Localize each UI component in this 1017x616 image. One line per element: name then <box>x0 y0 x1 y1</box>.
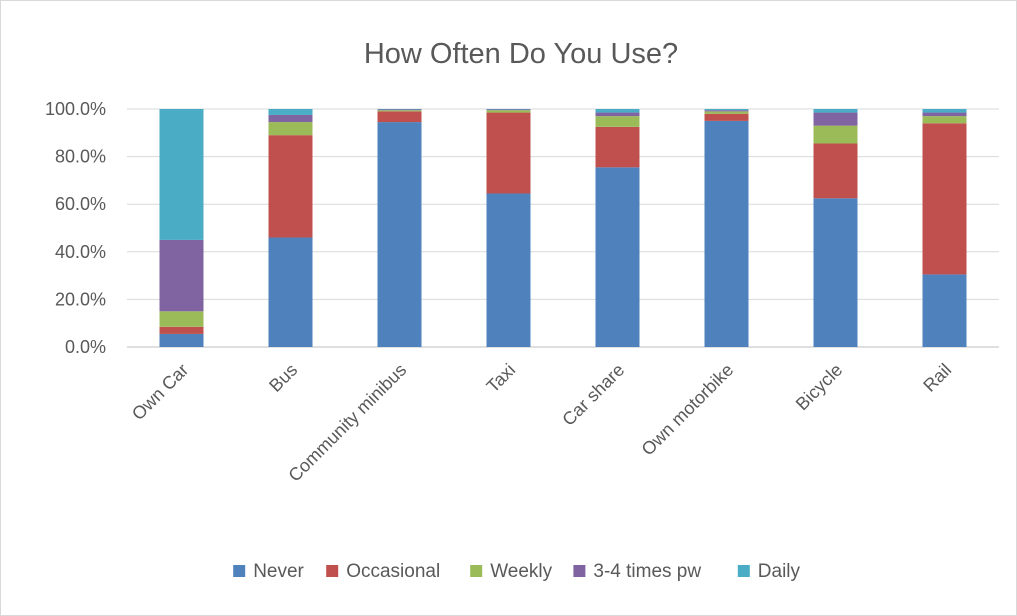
bar-segment-never <box>486 193 531 347</box>
legend-swatch <box>470 565 483 577</box>
legend-label: 3-4 times pw <box>593 561 701 582</box>
legend-label: Daily <box>758 561 801 582</box>
bar-segment-weekly <box>268 122 313 136</box>
x-category-label: Rail <box>919 360 955 396</box>
y-tick-label: 0.0% <box>65 337 106 357</box>
y-tick-label: 20.0% <box>55 289 106 309</box>
y-tick-label: 60.0% <box>55 194 106 214</box>
legend-label: Weekly <box>490 561 552 582</box>
bar-segment-3-4-times-pw <box>595 112 640 117</box>
y-axis-ticks: 0.0% 20.0% 40.0% 60.0% 80.0% 100.0% <box>45 99 106 357</box>
bar-segment-3-4-times-pw <box>268 114 313 123</box>
bar-segment-3-4-times-pw <box>486 109 531 111</box>
bar-segment-daily <box>159 109 204 240</box>
bar-segment-weekly <box>704 111 749 114</box>
bar-segment-3-4-times-pw <box>377 109 422 111</box>
bar-segment-3-4-times-pw <box>704 110 749 112</box>
bar-segment-occasional <box>268 135 313 238</box>
x-category-label: Own Car <box>128 360 192 424</box>
legend-label: Occasional <box>346 561 440 582</box>
bar-segment-weekly <box>813 125 858 144</box>
y-tick-label: 100.0% <box>45 99 106 119</box>
bar-segment-daily <box>922 109 967 113</box>
bar-segment-occasional <box>813 143 858 199</box>
bar-segment-3-4-times-pw <box>922 112 967 117</box>
bar-segment-occasional <box>486 112 531 194</box>
x-category-label: Taxi <box>483 360 520 397</box>
bar-segment-occasional <box>159 326 204 334</box>
legend-swatch <box>737 565 750 577</box>
bar-segment-never <box>922 274 967 347</box>
bar-segment-weekly <box>159 311 204 327</box>
bar-segment-occasional <box>595 126 640 168</box>
bar-segment-occasional <box>704 113 749 121</box>
bar-segment-weekly <box>486 110 531 113</box>
bar-segment-weekly <box>595 116 640 127</box>
legend: Never Occasional Weekly 3-4 times pw Daily <box>233 561 801 582</box>
bar-segment-daily <box>595 109 640 113</box>
bar-segment-daily <box>268 109 313 115</box>
bar-segment-weekly <box>377 110 422 112</box>
bar-segment-never <box>704 120 749 348</box>
x-category-label: Own motorbike <box>638 360 738 460</box>
bar-segment-never <box>159 333 204 347</box>
x-category-label: Car share <box>558 360 628 430</box>
bar-segment-daily <box>704 109 749 111</box>
legend-swatch <box>573 565 586 577</box>
bar-segment-never <box>595 167 640 347</box>
bars <box>159 109 967 348</box>
bar-segment-weekly <box>922 116 967 124</box>
legend-swatch <box>326 565 339 577</box>
x-category-label: Bus <box>265 360 301 396</box>
bar-segment-never <box>813 198 858 347</box>
bar-segment-never <box>377 122 422 347</box>
bar-segment-3-4-times-pw <box>159 239 204 312</box>
gridlines <box>127 108 999 348</box>
y-tick-label: 40.0% <box>55 242 106 262</box>
bar-segment-occasional <box>377 111 422 123</box>
y-tick-label: 80.0% <box>55 147 106 167</box>
bar-segment-occasional <box>922 123 967 275</box>
legend-swatch <box>233 565 246 577</box>
legend-label: Never <box>253 561 304 582</box>
bar-segment-never <box>268 237 313 347</box>
bar-segment-daily <box>813 109 858 113</box>
x-category-label: Bicycle <box>792 360 846 414</box>
x-category-label: Community minibus <box>284 360 410 486</box>
bar-segment-3-4-times-pw <box>813 112 858 126</box>
chart-title: How Often Do You Use? <box>364 38 678 70</box>
